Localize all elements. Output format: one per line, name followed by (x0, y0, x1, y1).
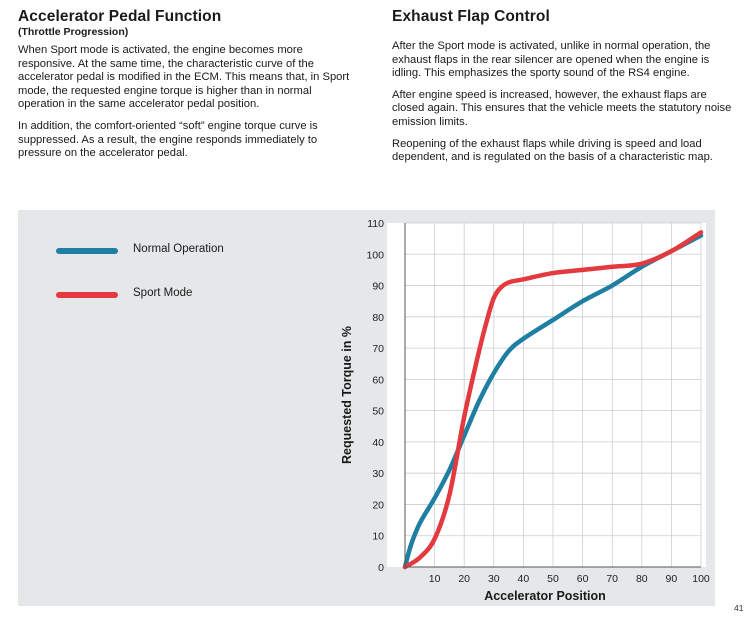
exhaust-paragraph-2: After engine speed is increased, however… (392, 88, 732, 128)
y-tick-label: 40 (372, 437, 384, 449)
y-tick-label: 10 (372, 531, 384, 543)
legend-item-normal: Normal Operation (56, 243, 256, 259)
normal-operation-line (402, 233, 704, 570)
x-tick-label: 60 (577, 573, 589, 585)
y-tick-label: 90 (372, 281, 384, 293)
exhaust-paragraph-3: Reopening of the exhaust flaps while dri… (392, 137, 713, 164)
y-tick-label: 60 (372, 374, 384, 386)
chart-ticks: 10 20 30 40 50 60 70 80 90 100 0 10 20 30 40 50 60 70 80 90… (366, 218, 709, 585)
x-tick-label: 50 (547, 573, 559, 585)
y-tick-label: 70 (372, 343, 384, 355)
x-tick-label: 30 (488, 573, 500, 585)
legend-item-sport: Sport Mode (56, 287, 256, 303)
x-tick-label: 10 (429, 573, 441, 585)
sport-mode-line (402, 230, 704, 570)
accelerator-section: Accelerator Pedal Function (Throttle Pro… (18, 8, 358, 169)
exhaust-paragraph-1: After the Sport mode is activated, unlik… (392, 40, 711, 80)
x-tick-label: 90 (666, 573, 678, 585)
y-tick-label: 80 (372, 312, 384, 324)
x-tick-label: 40 (518, 573, 530, 585)
y-tick-label: 0 (378, 562, 384, 574)
accelerator-paragraph-2: In addition, the comfort-oriented “soft”… (18, 119, 318, 160)
chart-axes (404, 223, 701, 568)
torque-chart: 10 20 30 40 50 60 70 80 90 100 0 10 20 30 40 50 60 70 80 90… (340, 218, 710, 603)
x-tick-label: 20 (458, 573, 470, 585)
chart-panel: Normal Operation Sport Mode 10 20 30 40 50 60… (18, 210, 715, 606)
legend-swatch-normal (56, 248, 118, 254)
x-tick-label: 70 (606, 573, 618, 585)
accelerator-subtitle: (Throttle Progression) (18, 26, 129, 38)
accelerator-paragraph-1: When Sport mode is activated, the engine… (18, 44, 350, 111)
y-tick-label: 100 (366, 249, 384, 261)
legend-label-sport: Sport Mode (133, 287, 193, 299)
y-tick-label: 50 (372, 406, 384, 418)
exhaust-title: Exhaust Flap Control (392, 8, 550, 25)
x-tick-label: 100 (692, 573, 710, 585)
chart-series (402, 230, 704, 570)
legend-swatch-sport (56, 292, 118, 298)
legend-label-normal: Normal Operation (133, 243, 224, 255)
page-number: 41 (734, 603, 744, 613)
y-tick-label: 110 (367, 218, 384, 230)
accelerator-title: Accelerator Pedal Function (18, 8, 222, 25)
exhaust-section: Exhaust Flap Control After the Sport mod… (392, 8, 732, 173)
plot-area (387, 223, 706, 567)
y-tick-label: 30 (372, 468, 384, 480)
x-tick-label: 80 (636, 573, 648, 585)
x-axis-label: Accelerator Position (484, 589, 606, 603)
y-tick-label: 20 (372, 499, 384, 511)
y-axis-label: Requested Torque in % (340, 326, 354, 464)
